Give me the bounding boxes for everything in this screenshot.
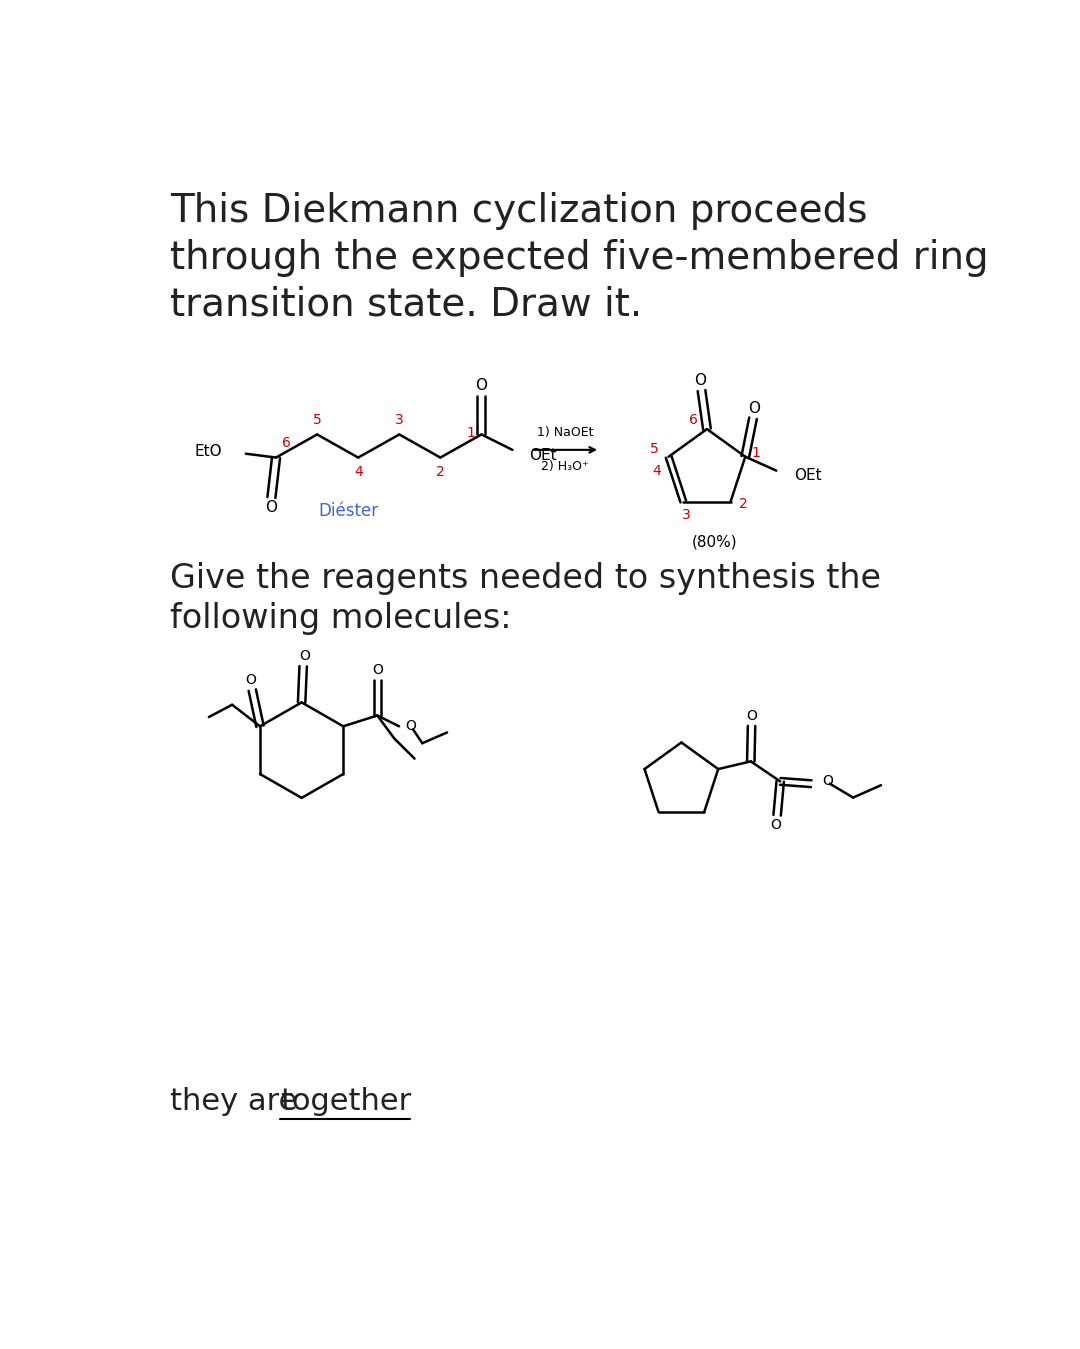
Text: 6: 6 [689,413,698,426]
Text: 4: 4 [652,464,661,478]
Text: O: O [245,673,256,687]
Text: O: O [770,819,781,832]
Text: OEt: OEt [794,468,822,483]
Text: O: O [372,664,382,677]
Text: This Diekmann cyclization proceeds
through the expected five-membered ring
trans: This Diekmann cyclization proceeds throu… [170,192,988,324]
Text: 2: 2 [436,465,445,479]
Text: Diéster: Diéster [319,502,379,521]
Text: OEt: OEt [529,448,557,463]
Text: 2: 2 [740,496,748,511]
Text: O: O [266,500,278,515]
Text: 1) NaOEt: 1) NaOEt [537,426,593,440]
Text: O: O [299,649,310,664]
Text: 4: 4 [354,465,363,479]
Text: 6: 6 [282,436,291,451]
Text: O: O [694,374,706,389]
Text: Give the reagents needed to synthesis the
following molecules:: Give the reagents needed to synthesis th… [170,561,881,635]
Text: O: O [405,719,416,733]
Text: 1: 1 [752,447,760,460]
Text: O: O [748,401,760,415]
Text: (80%): (80%) [692,534,738,550]
Text: 3: 3 [395,413,404,426]
Text: 5: 5 [313,413,322,426]
Text: 5: 5 [649,442,659,456]
Text: 2) H₃O⁺: 2) H₃O⁺ [541,460,589,473]
Text: EtO: EtO [195,444,222,459]
Text: they are: they are [170,1087,307,1116]
Text: 1: 1 [467,426,475,440]
Text: O: O [822,773,833,788]
Text: O: O [746,710,757,723]
Text: O: O [475,379,487,394]
Text: together: together [280,1087,411,1116]
Text: 3: 3 [681,509,691,522]
